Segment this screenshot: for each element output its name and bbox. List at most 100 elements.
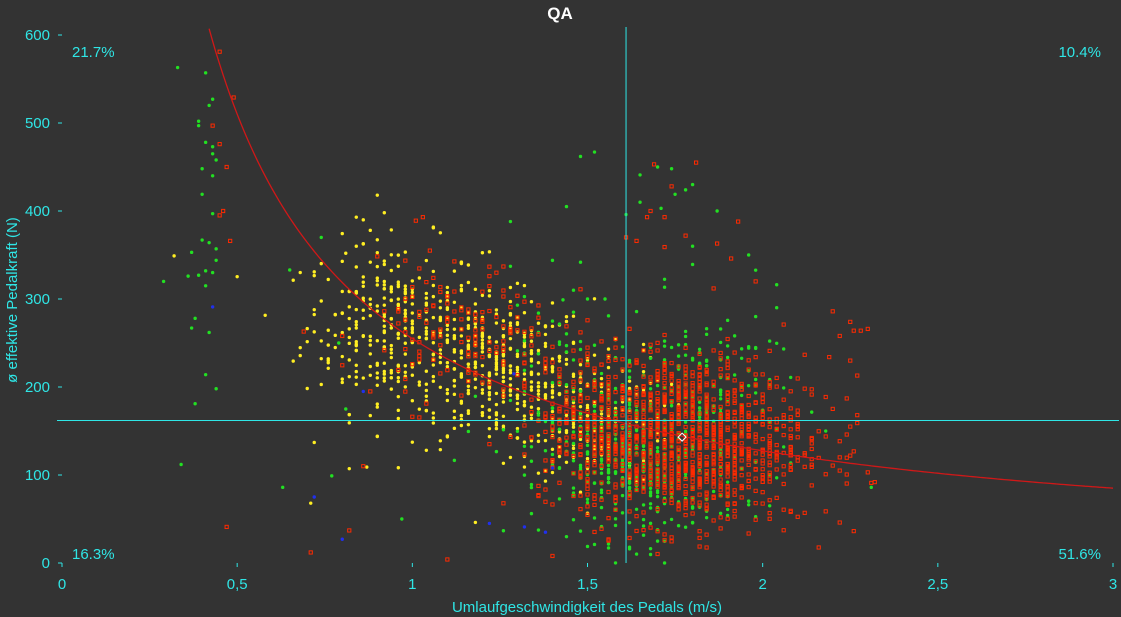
data-point xyxy=(466,362,471,366)
data-point xyxy=(543,356,548,361)
data-point xyxy=(683,468,688,474)
data-point xyxy=(592,422,597,428)
data-point xyxy=(536,389,541,393)
data-point xyxy=(613,406,618,411)
data-point xyxy=(711,286,716,291)
data-point xyxy=(368,343,372,347)
data-point xyxy=(732,398,737,403)
data-point xyxy=(697,503,702,508)
data-point xyxy=(725,355,730,360)
data-point xyxy=(508,347,513,351)
data-point xyxy=(431,269,436,274)
data-point xyxy=(585,470,590,475)
data-point xyxy=(571,422,576,427)
data-point xyxy=(578,358,583,363)
data-point xyxy=(550,395,555,399)
data-point xyxy=(561,298,565,302)
data-point xyxy=(389,387,394,391)
data-point xyxy=(865,326,870,332)
data-point xyxy=(473,385,478,390)
data-point xyxy=(494,345,499,350)
data-point xyxy=(620,424,625,429)
data-point xyxy=(424,369,429,373)
data-point xyxy=(536,528,541,532)
data-point xyxy=(725,373,730,378)
data-point xyxy=(606,411,611,416)
data-point xyxy=(466,354,471,359)
data-point xyxy=(396,253,401,257)
y-tick-label: 500 xyxy=(25,115,50,132)
data-point xyxy=(340,354,344,359)
data-point xyxy=(662,370,667,376)
data-point xyxy=(564,435,569,440)
data-point xyxy=(196,273,201,277)
data-point xyxy=(781,432,786,438)
data-point xyxy=(690,444,695,449)
data-point xyxy=(718,461,723,467)
data-point xyxy=(536,381,541,385)
data-point xyxy=(648,506,653,510)
data-point xyxy=(515,352,520,357)
data-point xyxy=(396,309,401,314)
data-point xyxy=(711,348,716,353)
data-point xyxy=(788,508,793,513)
data-point xyxy=(515,368,520,372)
data-point xyxy=(851,529,856,534)
data-point xyxy=(606,432,611,437)
data-point xyxy=(662,464,667,469)
data-point xyxy=(508,398,513,403)
data-point xyxy=(529,339,534,343)
data-point xyxy=(550,459,555,464)
data-point xyxy=(662,244,667,250)
data-point xyxy=(564,400,569,405)
data-point xyxy=(480,344,485,349)
data-point xyxy=(648,349,653,354)
data-point xyxy=(655,482,660,487)
data-point xyxy=(718,470,723,475)
data-point xyxy=(224,524,229,530)
data-point xyxy=(210,152,215,156)
data-point xyxy=(606,347,611,351)
data-point xyxy=(578,433,583,439)
data-point xyxy=(613,374,618,380)
data-point xyxy=(361,389,365,394)
data-point xyxy=(725,485,730,490)
data-point xyxy=(725,401,730,407)
data-point xyxy=(725,359,730,364)
data-point xyxy=(452,384,457,388)
data-point xyxy=(396,408,401,413)
data-point xyxy=(711,469,716,475)
data-point xyxy=(494,411,499,415)
data-point xyxy=(641,481,646,486)
data-point xyxy=(620,461,625,467)
data-point xyxy=(613,449,618,454)
data-point xyxy=(564,357,569,362)
data-point xyxy=(599,339,604,344)
data-point xyxy=(431,379,436,383)
data-point xyxy=(683,491,688,496)
data-point xyxy=(655,396,660,402)
data-point xyxy=(361,316,365,321)
data-point xyxy=(557,421,562,426)
data-point xyxy=(599,405,604,410)
data-point xyxy=(662,277,667,281)
data-point xyxy=(676,389,681,394)
data-point xyxy=(585,414,590,418)
data-point xyxy=(361,284,365,289)
data-point xyxy=(613,389,618,395)
data-point xyxy=(578,404,583,409)
data-point xyxy=(599,425,604,430)
data-point xyxy=(578,260,583,264)
data-point xyxy=(655,340,660,345)
data-point xyxy=(550,420,555,424)
data-point xyxy=(655,165,660,169)
data-point xyxy=(718,488,723,493)
data-point xyxy=(515,365,520,370)
data-point xyxy=(802,464,807,469)
data-point xyxy=(788,415,793,420)
data-point xyxy=(732,373,737,377)
data-point xyxy=(585,504,590,509)
data-point xyxy=(403,376,408,382)
data-point xyxy=(753,434,758,440)
data-point xyxy=(760,411,765,417)
